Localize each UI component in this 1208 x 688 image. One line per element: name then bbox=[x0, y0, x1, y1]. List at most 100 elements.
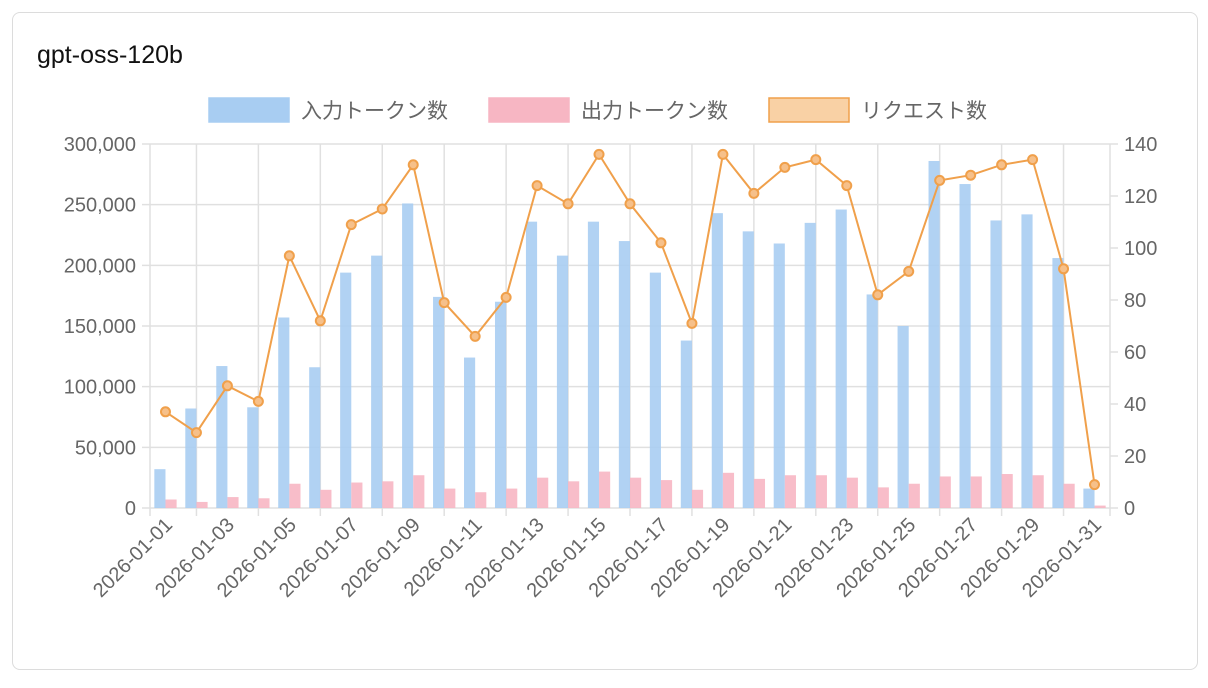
output-token-bar bbox=[722, 472, 735, 508]
output-token-bar bbox=[227, 497, 239, 508]
y-left-tick-label: 0 bbox=[125, 498, 136, 520]
request-count-point bbox=[686, 317, 698, 329]
input-token-bar bbox=[773, 243, 785, 508]
input-token-bar bbox=[464, 357, 476, 508]
input-token-bar bbox=[928, 160, 940, 508]
request-count-point bbox=[934, 174, 946, 186]
y-left-tick-label: 100,000 bbox=[64, 377, 136, 399]
request-count-point bbox=[593, 148, 605, 160]
y-right-tick-label: 0 bbox=[1124, 498, 1135, 520]
output-token-bar bbox=[970, 476, 982, 508]
request-count-point bbox=[717, 148, 729, 160]
request-count-point bbox=[562, 198, 574, 210]
input-token-bar bbox=[525, 221, 538, 509]
input-token-bar bbox=[216, 366, 228, 508]
output-token-bar bbox=[196, 501, 208, 508]
request-count-point bbox=[748, 187, 760, 199]
request-count-point bbox=[841, 180, 853, 192]
output-token-bar bbox=[289, 483, 301, 508]
y-left-tick-label: 150,000 bbox=[64, 316, 136, 338]
output-token-bar bbox=[630, 477, 642, 508]
output-token-bar bbox=[908, 483, 920, 508]
legend-swatch bbox=[208, 97, 290, 123]
y-right-tick-label: 140 bbox=[1124, 134, 1157, 156]
y-right-tick-label: 60 bbox=[1124, 342, 1146, 364]
output-token-bar bbox=[660, 480, 673, 508]
input-token-bar bbox=[185, 408, 197, 508]
output-token-bar bbox=[444, 488, 456, 508]
request-count-point bbox=[872, 289, 884, 301]
input-token-bar bbox=[711, 213, 723, 508]
output-token-bar bbox=[1001, 474, 1013, 508]
input-token-bar bbox=[433, 296, 445, 508]
input-token-bar bbox=[1083, 488, 1095, 508]
legend-requests: リクエスト数 bbox=[768, 97, 987, 123]
request-count-point bbox=[159, 406, 171, 418]
request-count-point bbox=[779, 161, 791, 173]
request-count-point bbox=[283, 250, 295, 262]
request-count-point bbox=[469, 330, 481, 342]
output-token-bar bbox=[382, 481, 394, 508]
legend-swatch bbox=[768, 97, 850, 123]
y-right-tick-label: 80 bbox=[1124, 290, 1146, 312]
output-token-bar bbox=[413, 475, 425, 508]
request-count-point bbox=[1058, 263, 1070, 275]
legend-swatch bbox=[488, 97, 570, 123]
request-count-point bbox=[500, 291, 512, 303]
legend-output-tokens: 出力トークン数 bbox=[488, 97, 728, 123]
request-count-point bbox=[314, 315, 326, 327]
request-count-point bbox=[252, 395, 264, 407]
input-token-bar bbox=[835, 209, 847, 508]
input-token-bar bbox=[309, 367, 321, 508]
output-token-bar bbox=[537, 477, 549, 508]
request-count-point bbox=[996, 159, 1008, 171]
request-count-point bbox=[407, 159, 419, 171]
output-token-bar bbox=[506, 488, 518, 508]
output-token-bar bbox=[1032, 475, 1044, 508]
chart-title: gpt-oss-120b bbox=[37, 41, 183, 69]
input-token-bar bbox=[897, 326, 909, 508]
output-token-bar bbox=[258, 498, 270, 508]
request-count-point bbox=[221, 380, 233, 392]
legend-label: リクエスト数 bbox=[861, 100, 987, 123]
input-token-bar bbox=[247, 407, 259, 508]
input-token-bar bbox=[866, 294, 878, 508]
y-right-tick-label: 120 bbox=[1124, 186, 1157, 208]
input-token-bar bbox=[154, 469, 166, 508]
output-token-bar bbox=[691, 489, 704, 508]
legend-label: 入力トークン数 bbox=[301, 100, 448, 123]
input-token-bar bbox=[340, 272, 352, 508]
output-token-bar bbox=[877, 487, 889, 508]
input-token-bar bbox=[402, 203, 414, 508]
legend-input-tokens: 入力トークン数 bbox=[208, 97, 448, 123]
output-token-bar bbox=[351, 482, 363, 508]
input-token-bar bbox=[1052, 258, 1064, 508]
output-token-bar bbox=[165, 499, 177, 508]
y-left-tick-label: 50,000 bbox=[75, 437, 136, 459]
input-token-bar bbox=[990, 220, 1002, 508]
request-count-point bbox=[655, 237, 667, 249]
y-left-tick-label: 250,000 bbox=[64, 195, 136, 217]
input-token-bar bbox=[494, 301, 507, 508]
request-count-point bbox=[190, 427, 202, 439]
request-count-point bbox=[1027, 154, 1039, 166]
input-token-bar bbox=[742, 231, 754, 509]
input-token-bar bbox=[1021, 214, 1033, 508]
request-count-point bbox=[965, 169, 977, 181]
output-token-bar bbox=[753, 478, 766, 508]
output-token-bar bbox=[320, 489, 332, 508]
y-right-tick-label: 40 bbox=[1124, 394, 1146, 416]
input-token-bar bbox=[649, 272, 661, 508]
output-token-bar bbox=[815, 475, 827, 508]
request-count-point bbox=[624, 198, 636, 210]
request-count-point bbox=[531, 180, 543, 192]
request-count-point bbox=[376, 203, 388, 215]
input-token-bar bbox=[556, 255, 569, 508]
output-token-bar bbox=[784, 475, 796, 508]
output-token-bar bbox=[475, 492, 487, 508]
request-count-point bbox=[438, 297, 450, 309]
output-token-bar bbox=[599, 471, 611, 508]
y-left-tick-label: 200,000 bbox=[64, 255, 136, 277]
input-token-bar bbox=[959, 184, 971, 509]
